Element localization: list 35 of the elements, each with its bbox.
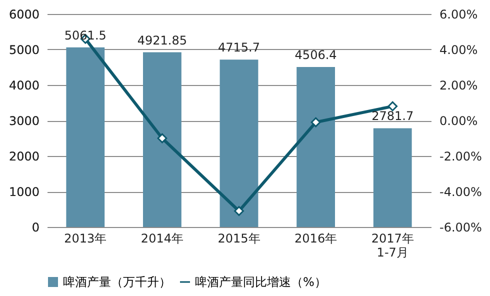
bar: [143, 52, 182, 227]
point: [234, 206, 244, 216]
data-label: 4921.85: [137, 33, 188, 48]
y2-tick-label: -2.00%: [440, 150, 482, 164]
y-tick-label: 6000: [8, 8, 40, 22]
y-tick-label: 2000: [8, 150, 40, 164]
bar: [373, 128, 412, 227]
y-tick-label: 4000: [8, 78, 40, 92]
y2-tick-label: 4.00%: [440, 43, 478, 57]
point: [310, 117, 321, 128]
y2-tick-label: 0.00%: [440, 114, 478, 128]
bar: [296, 67, 335, 227]
legend-label: 啤酒产量同比增速（%）: [195, 275, 326, 289]
x-tick-label: 2014年: [140, 232, 184, 246]
y2-tick-label: -4.00%: [440, 185, 482, 199]
x-tick-label: 2013年: [64, 232, 107, 246]
data-label: 4715.7: [218, 40, 260, 55]
data-label: 2781.7: [372, 109, 414, 124]
y-tick-label: 5000: [8, 43, 40, 57]
point: [388, 101, 398, 112]
bar: [220, 60, 258, 227]
x-tick-label: 2016年: [294, 232, 338, 246]
x-tick-label: 2015年: [218, 232, 260, 246]
x-tick-label: 2017年 1-7月: [371, 232, 414, 260]
legend-label: 啤酒产量（万千升）: [63, 275, 171, 289]
y-tick-label: 0: [32, 220, 40, 234]
y2-tick-label: -6.00%: [440, 220, 482, 234]
point: [157, 133, 168, 144]
data-label: 4506.4: [294, 48, 337, 62]
y-tick-label: 1000: [8, 185, 40, 199]
y2-tick-label: 6.00%: [440, 8, 478, 22]
y2-tick-label: 2.00%: [440, 78, 478, 92]
bar: [66, 47, 105, 227]
y-tick-label: 3000: [8, 114, 40, 128]
data-label: 5061.5: [64, 28, 106, 42]
